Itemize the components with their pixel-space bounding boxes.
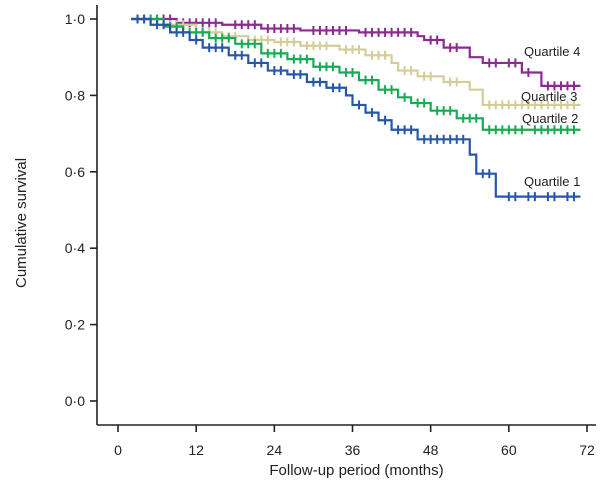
- x-axis-title: Follow-up period (months): [269, 462, 443, 479]
- series-labels: Quartile 4 Quartile 3 Quartile 2 Quartile 1: [521, 44, 580, 189]
- survival-curve: [131, 17, 581, 198]
- series-quartile-4: [131, 14, 581, 91]
- y-axis-title: Cumulative survival: [13, 158, 30, 288]
- series-quartile-1: [131, 14, 581, 202]
- y-ticks: 0·0 0·2 0·4 0·6 0·8 1·0: [65, 11, 97, 409]
- x-tick-label: 60: [501, 442, 517, 458]
- x-tick-label: 48: [423, 442, 439, 458]
- series-label: Quartile 2: [522, 111, 578, 126]
- x-ticks: 0 12 24 36 48 60 72: [114, 425, 595, 458]
- series-label: Quartile 1: [524, 174, 580, 189]
- series-group: [131, 14, 581, 202]
- y-tick-label: 0·0: [65, 393, 85, 409]
- series-quartile-2: [131, 14, 581, 135]
- x-tick-label: 12: [188, 442, 204, 458]
- x-tick-label: 0: [114, 442, 122, 458]
- x-tick-label: 72: [579, 442, 595, 458]
- y-tick-label: 0·6: [65, 164, 85, 180]
- x-tick-label: 36: [345, 442, 361, 458]
- series-label: Quartile 4: [524, 44, 580, 59]
- y-tick-label: 0·8: [65, 87, 85, 103]
- x-tick-label: 24: [267, 442, 283, 458]
- survival-curve: [131, 17, 581, 87]
- chart-axes: [96, 5, 596, 426]
- y-tick-label: 0·4: [65, 240, 85, 256]
- survival-curve: [131, 17, 581, 131]
- y-tick-label: 0·2: [65, 317, 85, 333]
- y-tick-label: 1·0: [65, 11, 85, 27]
- series-label: Quartile 3: [521, 89, 577, 104]
